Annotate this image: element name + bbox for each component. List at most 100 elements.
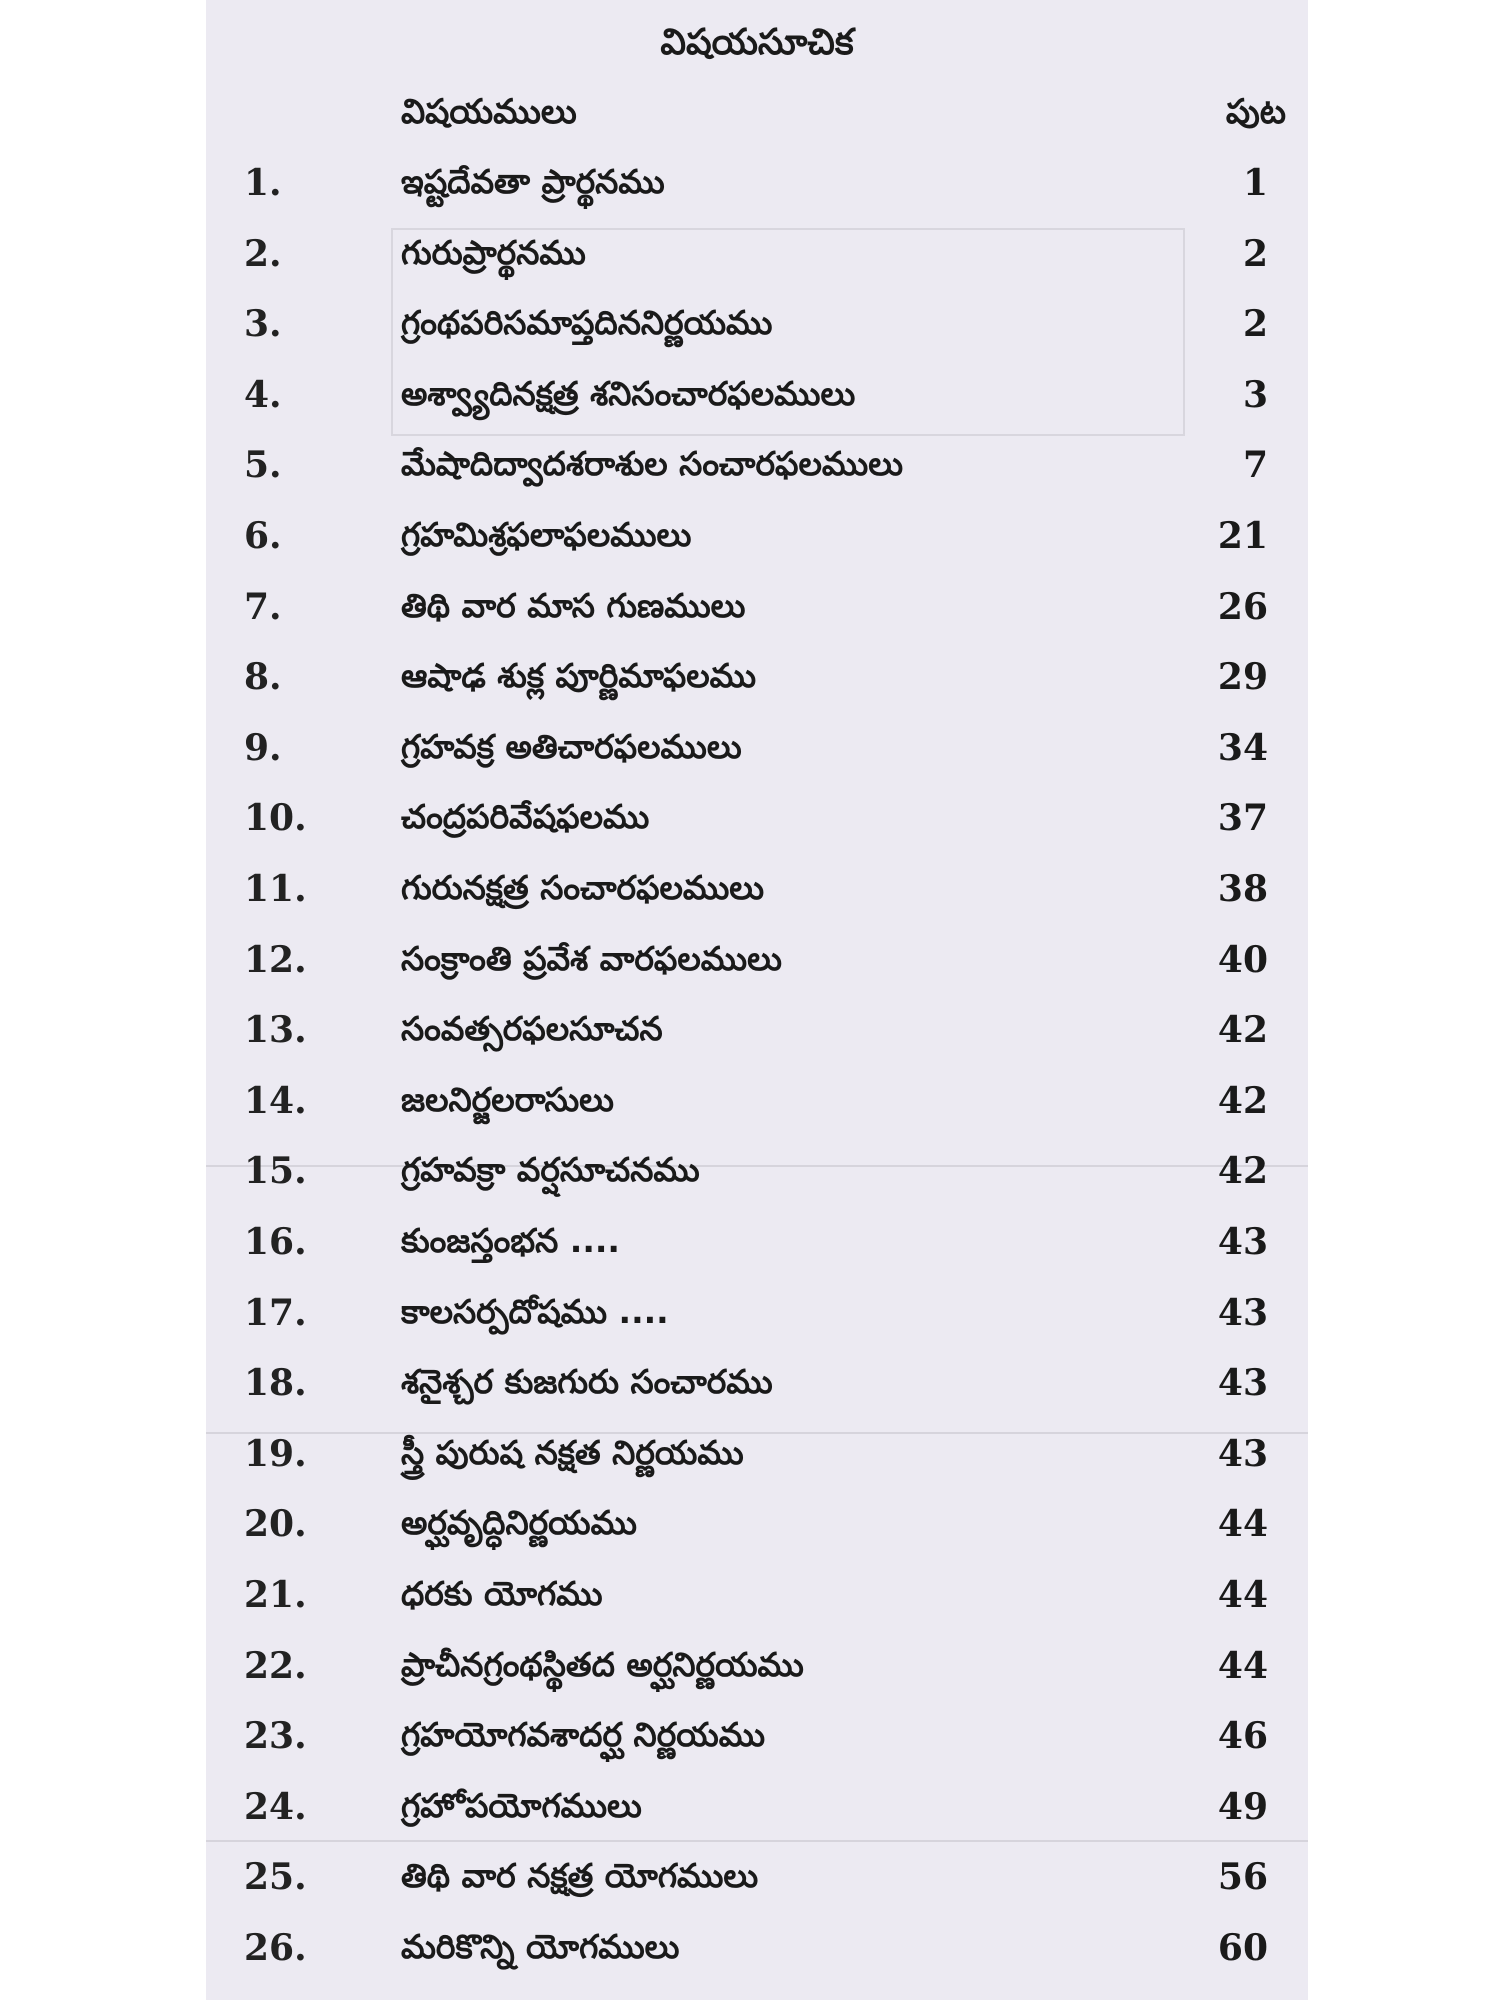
entry-number: 4. [244,373,282,416]
entry-page: 60 [1217,1927,1268,1969]
contents-entry: 19. స్త్రీ పురుష నక్షత నిర్ణయము 43 [206,1433,1308,1493]
entry-page: 49 [1217,1785,1268,1828]
contents-entry: 16. కుంజస్తంభన .... 43 [206,1221,1308,1281]
entry-number: 23. [244,1715,307,1758]
entry-page: 40 [1217,938,1268,981]
contents-entry: 22. ప్రాచీనగ్రంథస్థితద అర్ఘనిర్ణయము 44 [206,1645,1308,1705]
contents-entry: 2. గురుప్రార్థనము 2 [206,233,1308,293]
entry-topic: తిథి వార నక్షత్ర యోగములు [401,1856,759,1896]
contents-entry: 7. తిథి వార మాస గుణములు 26 [206,586,1308,646]
entry-page: 29 [1217,656,1268,699]
topics-column-header: విషయములు [401,92,577,132]
entry-topic: గ్రహమిశ్రఫలాఫలములు [401,515,692,554]
contents-entry: 18. శనైశ్చర కుజగురు సంచారము 43 [206,1362,1308,1422]
entry-number: 20. [244,1503,307,1546]
entry-number: 22. [244,1644,307,1687]
entry-number: 7. [244,585,282,628]
entry-number: 14. [244,1079,307,1122]
show-through-line [206,1432,1308,1434]
contents-entry: 5. మేషాదిద్వాదశరాశుల సంచారఫలములు 7 [206,444,1308,504]
entry-topic: మరికొన్ని యోగములు [401,1927,680,1966]
entry-number: 25. [244,1856,307,1899]
entry-page: 44 [1217,1644,1268,1687]
entry-topic: సంక్రాంతి ప్రవేశ వారఫలములు [401,938,782,978]
entry-page: 2 [1242,232,1268,275]
entry-page: 43 [1217,1221,1268,1263]
show-through-line [206,1165,1308,1167]
entry-topic: గ్రహోపయోగములు [401,1785,642,1825]
contents-entry: 25. తిథి వార నక్షత్ర యోగములు 56 [206,1856,1308,1916]
entry-page: 21 [1217,515,1268,557]
entry-number: 13. [244,1009,307,1052]
entry-topic: కాలసర్పదోషము .... [401,1291,669,1331]
entry-number: 16. [244,1221,307,1263]
entry-number: 1. [244,162,282,204]
show-through-box [391,228,1185,436]
entry-number: 15. [244,1150,307,1193]
entry-topic: గ్రంథపరిసమాప్తదిననిర్ణయము [401,303,773,343]
entry-topic: ఆషాఢ శుక్ల పూర్ణిమాఫలము [401,656,756,696]
entry-page: 3 [1242,373,1268,416]
entry-number: 21. [244,1574,307,1616]
entry-page: 56 [1217,1856,1268,1899]
entry-topic: గ్రహయోగవశాదర్ఘ నిర్ణయము [401,1715,766,1755]
entry-page: 34 [1217,726,1268,769]
contents-entry: 26. మరికొన్ని యోగములు 60 [206,1927,1308,1987]
contents-entry: 24. గ్రహోపయోగములు 49 [206,1786,1308,1846]
contents-entry: 17. కాలసర్పదోషము .... 43 [206,1292,1308,1352]
entry-page: 43 [1217,1432,1268,1475]
contents-entry: 4. అశ్వ్యాదినక్షత్ర శనిసంచారఫలములు 3 [206,374,1308,434]
entry-topic: గురునక్షత్ర సంచారఫలములు [401,868,765,907]
entry-number: 8. [244,656,282,699]
entry-topic: సంవత్సరఫలసూచన [401,1009,663,1049]
entry-number: 18. [244,1362,307,1405]
entry-page: 38 [1217,868,1268,910]
entry-topic: ఇష్టదేవతా ప్రార్థనము [401,162,665,201]
entry-number: 6. [244,515,282,557]
entry-number: 11. [244,868,307,910]
entry-topic: గ్రహవక్రా వర్షసూచనము [401,1150,700,1190]
entry-page: 43 [1217,1291,1268,1334]
entry-page: 1 [1242,162,1268,204]
contents-entry: 11. గురునక్షత్ర సంచారఫలములు 38 [206,868,1308,928]
contents-entry: 3. గ్రంథపరిసమాప్తదిననిర్ణయము 2 [206,303,1308,363]
entry-page: 46 [1217,1715,1268,1758]
entry-topic: ధరకు యోగము [401,1574,603,1613]
entry-number: 9. [244,726,282,769]
entry-topic: స్త్రీ పురుష నక్షత నిర్ణయము [401,1432,744,1472]
entry-page: 26 [1217,585,1268,628]
book-page: విషయసూచిక విషయములు పుట 1. ఇష్టదేవతా ప్రార… [206,0,1308,2000]
entry-topic: అర్ఘవృద్ధినిర్ణయము [401,1503,637,1543]
contents-entry: 10. చంద్రపరివేషఫలము 37 [206,797,1308,857]
contents-entry: 9. గ్రహవక్ర అతిచారఫలములు 34 [206,727,1308,787]
entry-number: 26. [244,1927,307,1969]
entry-topic: శనైశ్చర కుజగురు సంచారము [401,1362,773,1402]
contents-entry: 1. ఇష్టదేవతా ప్రార్థనము 1 [206,162,1308,222]
entry-page: 44 [1217,1503,1268,1546]
entry-topic: గురుప్రార్థనము [401,232,586,272]
page-title: విషయసూచిక [660,22,854,63]
contents-entry: 21. ధరకు యోగము 44 [206,1574,1308,1634]
entry-number: 12. [244,938,307,981]
entry-page: 44 [1217,1574,1268,1616]
entry-number: 3. [244,303,282,346]
entry-page: 42 [1217,1150,1268,1193]
entry-number: 10. [244,797,307,840]
entry-number: 19. [244,1432,307,1475]
entry-number: 24. [244,1785,307,1828]
entry-number: 5. [244,444,282,487]
entry-topic: ప్రాచీనగ్రంథస్థితద అర్ఘనిర్ణయము [401,1644,804,1684]
contents-entry: 6. గ్రహమిశ్రఫలాఫలములు 21 [206,515,1308,575]
entry-topic: అశ్వ్యాదినక్షత్ర శనిసంచారఫలములు [401,373,856,413]
entry-number: 17. [244,1291,307,1334]
entry-topic: చంద్రపరివేషఫలము [401,797,650,837]
entry-topic: మేషాదిద్వాదశరాశుల సంచారఫలములు [401,444,904,484]
entry-topic: కుంజస్తంభన .... [401,1221,620,1260]
entry-page: 42 [1217,1079,1268,1122]
entry-page: 2 [1242,303,1268,346]
show-through-line [206,1840,1308,1842]
contents-entry: 12. సంక్రాంతి ప్రవేశ వారఫలములు 40 [206,939,1308,999]
entry-page: 7 [1242,444,1268,487]
entry-topic: జలనిర్జలరాసులు [401,1079,614,1119]
entry-number: 2. [244,232,282,275]
